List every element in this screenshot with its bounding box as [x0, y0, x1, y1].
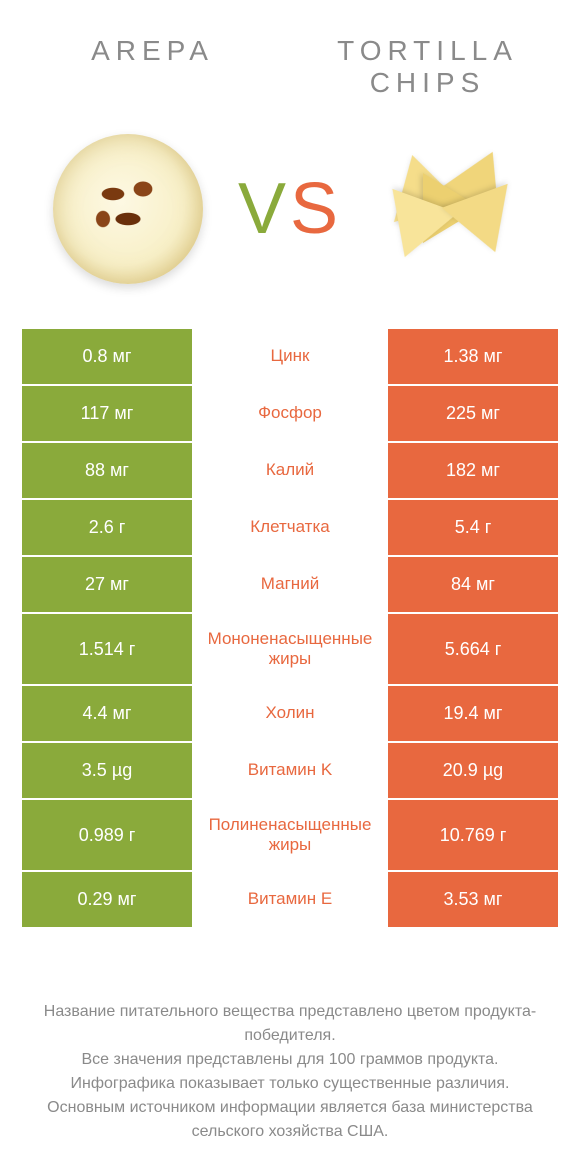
cell-right: 20.9 µg [388, 743, 558, 798]
cell-right: 5.4 г [388, 500, 558, 555]
arepa-icon [53, 134, 203, 284]
cell-nutrient: Магний [192, 557, 388, 612]
cell-left: 88 мг [22, 443, 192, 498]
cell-nutrient: Мононенасыщенные жиры [192, 614, 388, 684]
footer-line-4: Основным источником информации является … [30, 1096, 550, 1144]
table-row: 3.5 µgВитамин K20.9 µg [22, 743, 558, 798]
cell-left: 0.29 мг [22, 872, 192, 927]
cell-right: 10.769 г [388, 800, 558, 870]
vs-row: VS [0, 129, 580, 289]
table-row: 0.29 мгВитамин E3.53 мг [22, 872, 558, 927]
chips-icon [375, 144, 530, 274]
cell-right: 182 мг [388, 443, 558, 498]
header: Arepa Tortilla chips [0, 0, 580, 109]
cell-right: 5.664 г [388, 614, 558, 684]
arepa-image [48, 129, 208, 289]
footer-line-3: Инфографика показывает только существенн… [30, 1072, 550, 1096]
cell-right: 84 мг [388, 557, 558, 612]
footer-line-1: Название питательного вещества представл… [30, 1000, 550, 1048]
vs-v: V [238, 169, 290, 249]
cell-nutrient: Холин [192, 686, 388, 741]
cell-right: 3.53 мг [388, 872, 558, 927]
table-row: 117 мгФосфор225 мг [22, 386, 558, 441]
cell-right: 225 мг [388, 386, 558, 441]
cell-nutrient: Калий [192, 443, 388, 498]
table-row: 2.6 гКлетчатка5.4 г [22, 500, 558, 555]
title-left: Arepa [40, 35, 265, 67]
cell-left: 0.989 г [22, 800, 192, 870]
table-row: 1.514 гМононенасыщенные жиры5.664 г [22, 614, 558, 684]
cell-right: 1.38 мг [388, 329, 558, 384]
table-row: 4.4 мгХолин19.4 мг [22, 686, 558, 741]
footer-line-2: Все значения представлены для 100 граммо… [30, 1048, 550, 1072]
cell-nutrient: Витамин K [192, 743, 388, 798]
cell-right: 19.4 мг [388, 686, 558, 741]
cell-nutrient: Фосфор [192, 386, 388, 441]
cell-nutrient: Полиненасыщенные жиры [192, 800, 388, 870]
cell-left: 0.8 мг [22, 329, 192, 384]
cell-left: 2.6 г [22, 500, 192, 555]
table-row: 88 мгКалий182 мг [22, 443, 558, 498]
header-right: Tortilla chips [315, 35, 540, 99]
table-row: 0.989 гПолиненасыщенные жиры10.769 г [22, 800, 558, 870]
cell-left: 4.4 мг [22, 686, 192, 741]
vs-s: S [290, 169, 342, 249]
cell-left: 3.5 µg [22, 743, 192, 798]
table-row: 27 мгМагний84 мг [22, 557, 558, 612]
comparison-table: 0.8 мгЦинк1.38 мг117 мгФосфор225 мг88 мг… [0, 329, 580, 927]
chips-image [372, 129, 532, 289]
vs-label: VS [238, 168, 342, 250]
header-left: Arepa [40, 35, 265, 67]
cell-left: 117 мг [22, 386, 192, 441]
title-right: Tortilla chips [315, 35, 540, 99]
cell-left: 1.514 г [22, 614, 192, 684]
cell-left: 27 мг [22, 557, 192, 612]
table-row: 0.8 мгЦинк1.38 мг [22, 329, 558, 384]
footer-text: Название питательного вещества представл… [0, 1000, 580, 1144]
cell-nutrient: Витамин E [192, 872, 388, 927]
cell-nutrient: Клетчатка [192, 500, 388, 555]
cell-nutrient: Цинк [192, 329, 388, 384]
